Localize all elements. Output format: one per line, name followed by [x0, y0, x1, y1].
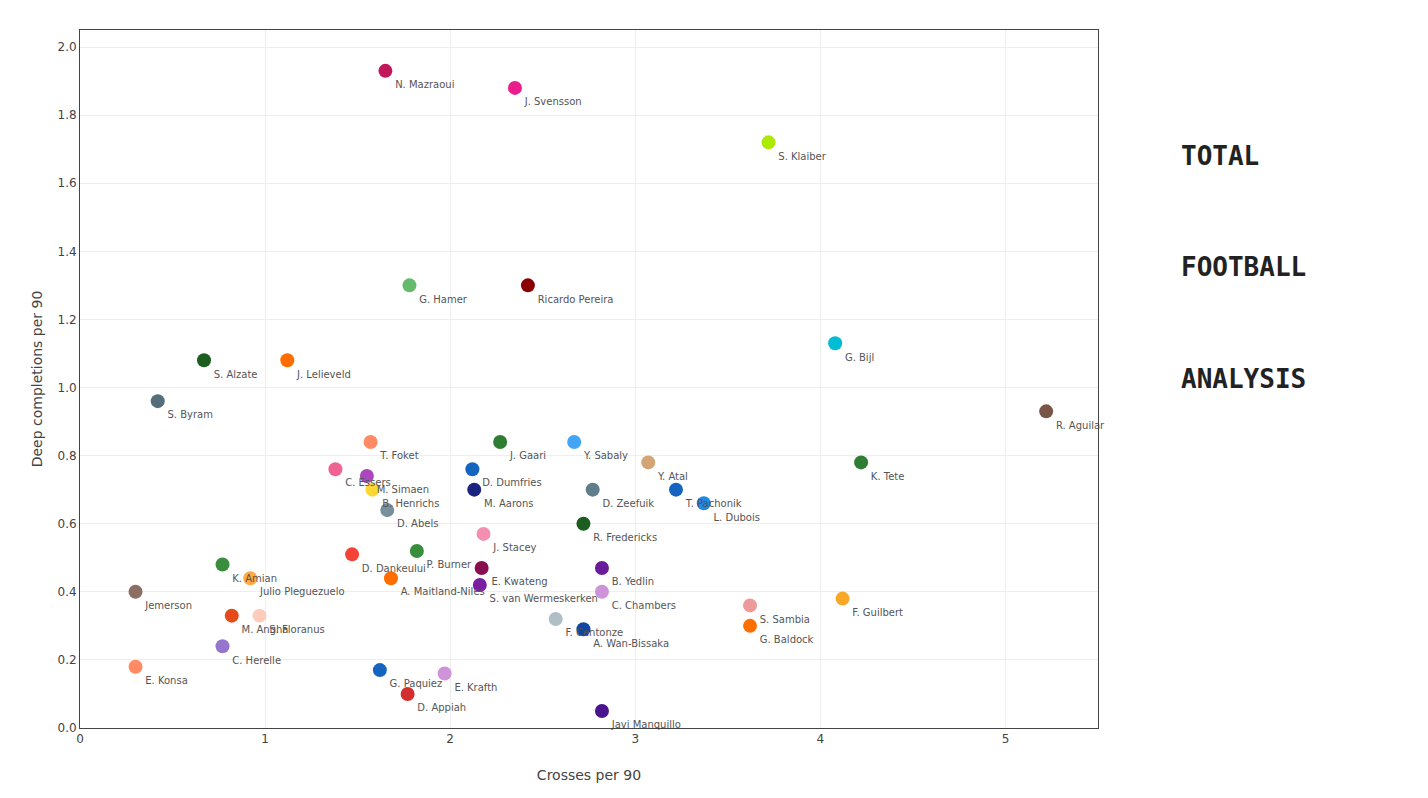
- svg-text:5: 5: [1002, 732, 1010, 746]
- svg-text:A. Maitland-Niles: A. Maitland-Niles: [401, 586, 485, 597]
- svg-text:Crosses per 90: Crosses per 90: [537, 767, 641, 783]
- svg-text:0.6: 0.6: [58, 517, 77, 531]
- svg-text:ANALYSIS: ANALYSIS: [1181, 364, 1306, 394]
- svg-text:1: 1: [261, 732, 269, 746]
- svg-text:C. Essers: C. Essers: [345, 477, 391, 488]
- svg-text:C. Chambers: C. Chambers: [612, 600, 676, 611]
- svg-text:0.8: 0.8: [58, 449, 77, 463]
- svg-text:N. Mazraoui: N. Mazraoui: [395, 79, 454, 90]
- svg-text:M. Simaen: M. Simaen: [377, 484, 429, 495]
- svg-text:0.0: 0.0: [58, 721, 77, 735]
- svg-text:0.4: 0.4: [58, 585, 77, 599]
- svg-text:2.0: 2.0: [58, 40, 77, 54]
- svg-text:C. Herelle: C. Herelle: [232, 655, 281, 666]
- svg-text:S. van Wermeskerken: S. van Wermeskerken: [490, 593, 598, 604]
- svg-text:Jemerson: Jemerson: [144, 600, 192, 611]
- svg-text:J. Stacey: J. Stacey: [492, 542, 536, 553]
- svg-text:D. Abels: D. Abels: [397, 518, 438, 529]
- svg-text:K. Amian: K. Amian: [232, 573, 277, 584]
- svg-text:G. Paquiez: G. Paquiez: [390, 678, 443, 689]
- svg-text:E. Kwateng: E. Kwateng: [491, 576, 547, 587]
- svg-text:T. Foket: T. Foket: [379, 450, 418, 461]
- svg-text:S. Alzate: S. Alzate: [214, 369, 258, 380]
- svg-text:K. Tete: K. Tete: [871, 471, 905, 482]
- svg-text:F. Centonze: F. Centonze: [565, 627, 623, 638]
- svg-text:E. Konsa: E. Konsa: [145, 675, 188, 686]
- svg-text:1.8: 1.8: [58, 108, 77, 122]
- svg-text:J. Lelieveld: J. Lelieveld: [296, 369, 351, 380]
- svg-text:Y. Atal: Y. Atal: [657, 471, 688, 482]
- svg-text:S. Sambia: S. Sambia: [760, 614, 810, 625]
- svg-text:Ricardo Pereira: Ricardo Pereira: [538, 294, 614, 305]
- svg-text:G. Baldock: G. Baldock: [760, 634, 814, 645]
- svg-text:3: 3: [631, 732, 639, 746]
- svg-text:M. Angha: M. Angha: [242, 624, 289, 635]
- svg-text:Javi Manquillo: Javi Manquillo: [611, 719, 681, 730]
- svg-text:E. Krafth: E. Krafth: [454, 682, 497, 693]
- svg-text:B. Henrichs: B. Henrichs: [382, 498, 439, 509]
- svg-text:G. Hamer: G. Hamer: [419, 294, 468, 305]
- svg-text:Julio Pleguezuelo: Julio Pleguezuelo: [259, 586, 345, 597]
- svg-text:S. Klaiber: S. Klaiber: [778, 151, 826, 162]
- svg-text:F. Guilbert: F. Guilbert: [852, 607, 903, 618]
- svg-text:R. Fredericks: R. Fredericks: [593, 532, 657, 543]
- svg-text:A. Wan-Bissaka: A. Wan-Bissaka: [593, 638, 669, 649]
- svg-text:S. Floranus: S. Floranus: [269, 624, 324, 635]
- svg-text:G. Bijl: G. Bijl: [845, 352, 874, 363]
- svg-text:J. Gaari: J. Gaari: [509, 450, 546, 461]
- svg-text:TOTAL: TOTAL: [1181, 141, 1259, 171]
- svg-text:Deep completions per 90: Deep completions per 90: [29, 291, 45, 468]
- svg-text:B. Yedlin: B. Yedlin: [612, 576, 654, 587]
- svg-text:D. Dankeului: D. Dankeului: [362, 563, 426, 574]
- svg-text:1.6: 1.6: [58, 176, 77, 190]
- svg-text:0.2: 0.2: [58, 653, 77, 667]
- svg-text:P. Burner: P. Burner: [427, 559, 472, 570]
- svg-text:S. Byram: S. Byram: [167, 409, 212, 420]
- svg-text:L. Dubois: L. Dubois: [714, 512, 760, 523]
- svg-text:FOOTBALL: FOOTBALL: [1181, 252, 1306, 282]
- svg-text:T. Pachonik: T. Pachonik: [685, 498, 742, 509]
- svg-text:0: 0: [76, 732, 84, 746]
- svg-text:2: 2: [446, 732, 454, 746]
- svg-text:1.2: 1.2: [58, 313, 77, 327]
- svg-text:Y. Sabaly: Y. Sabaly: [583, 450, 628, 461]
- svg-text:4: 4: [817, 732, 825, 746]
- svg-text:1.0: 1.0: [58, 381, 77, 395]
- svg-text:R. Aguilar: R. Aguilar: [1056, 420, 1105, 431]
- svg-text:1.4: 1.4: [58, 245, 77, 259]
- svg-text:J. Svensson: J. Svensson: [524, 96, 582, 107]
- svg-text:D. Zeefuik: D. Zeefuik: [602, 498, 654, 509]
- svg-text:M. Aarons: M. Aarons: [484, 498, 534, 509]
- svg-text:D. Appiah: D. Appiah: [417, 702, 466, 713]
- svg-text:D. Dumfries: D. Dumfries: [482, 477, 542, 488]
